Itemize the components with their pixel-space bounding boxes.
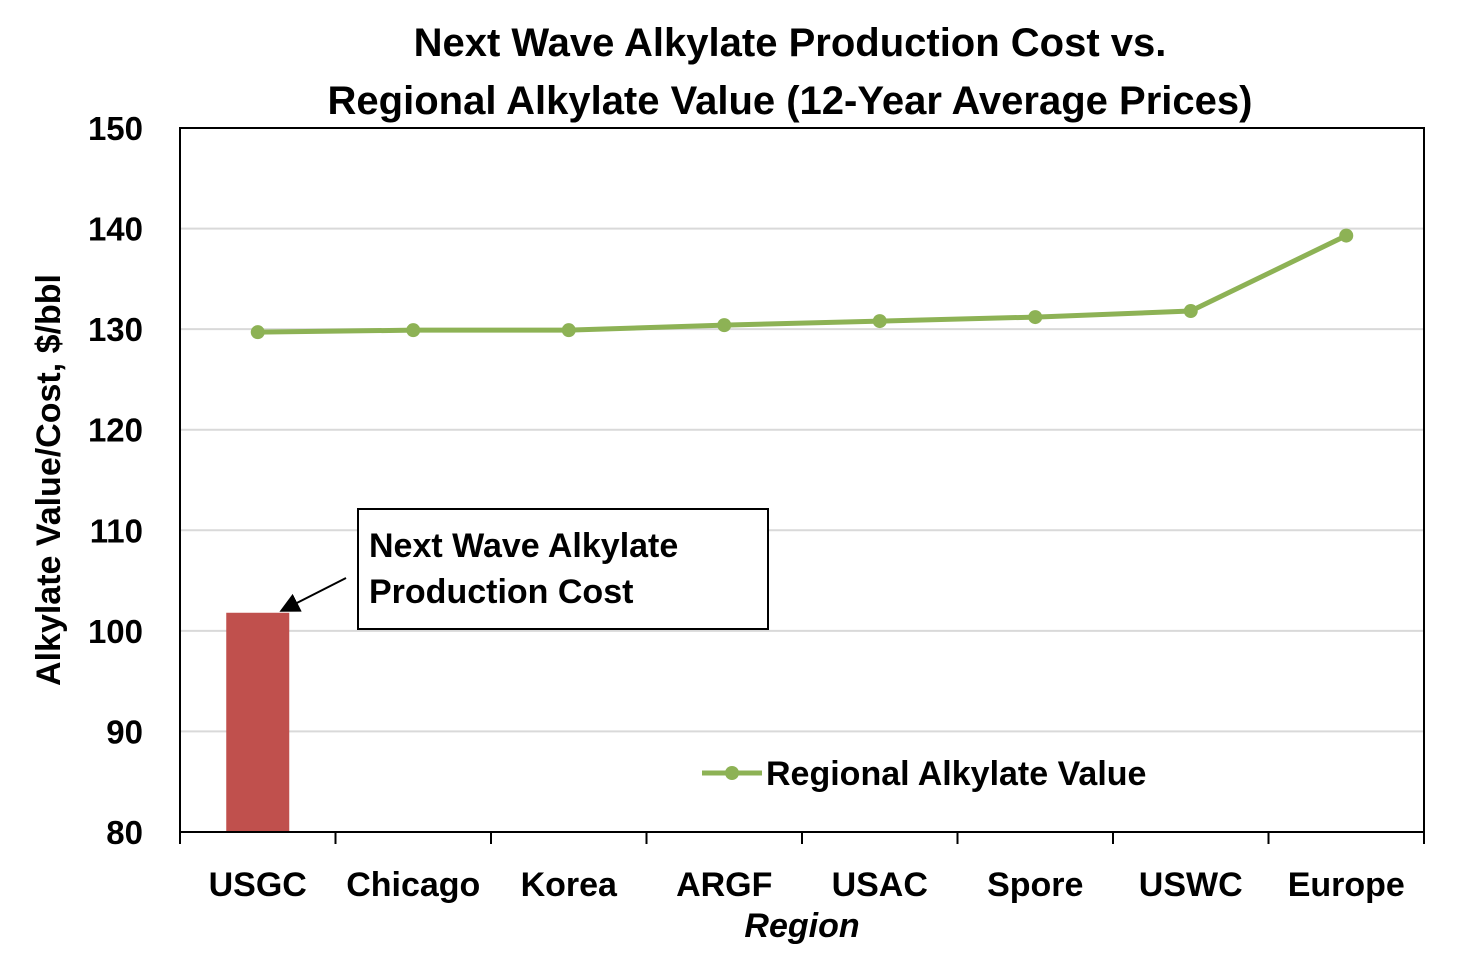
y-tick-label: 150 — [88, 110, 143, 147]
x-tick-label: Korea — [521, 866, 618, 904]
chart-title-line2: Regional Alkylate Value (12-Year Average… — [328, 79, 1253, 123]
x-tick-label: Europe — [1288, 866, 1405, 904]
data-point-korea — [562, 323, 576, 337]
chart: Next Wave Alkylate Production Cost vs. R… — [0, 0, 1465, 973]
y-tick-label: 120 — [88, 412, 143, 449]
data-point-uswc — [1184, 304, 1198, 318]
y-tick-label: 130 — [88, 311, 143, 348]
x-tick-label: USWC — [1139, 866, 1243, 904]
y-axis-label: Alkylate Value/Cost, $/bbl — [30, 274, 68, 686]
x-axis-label: Region — [744, 907, 859, 945]
x-tick-label: Chicago — [346, 866, 480, 904]
bar-usgc — [226, 613, 289, 832]
gridlines — [180, 229, 1424, 732]
x-tick-label: Spore — [987, 866, 1083, 904]
data-point-argf — [717, 318, 731, 332]
data-point-usgc — [251, 325, 265, 339]
data-point-spore — [1028, 310, 1042, 324]
line-series — [251, 229, 1354, 340]
x-tick-label: ARGF — [676, 866, 772, 904]
legend-marker — [725, 766, 739, 780]
y-tick-label: 110 — [90, 512, 143, 549]
data-point-usac — [873, 314, 887, 328]
annotation-callout: Next Wave Alkylate Production Cost — [283, 509, 768, 629]
y-tick-label: 90 — [106, 713, 143, 750]
annotation-arrow — [283, 578, 346, 610]
chart-title-line1: Next Wave Alkylate Production Cost vs. — [414, 21, 1167, 65]
series-line — [258, 236, 1347, 333]
bar-series — [226, 613, 289, 832]
plot-area-border — [180, 128, 1424, 832]
data-point-europe — [1339, 229, 1353, 243]
y-axis-ticks: 80 90 100 110 120 130 140 150 — [88, 110, 143, 851]
y-tick-label: 140 — [88, 211, 143, 248]
x-tick-label: USAC — [832, 866, 928, 904]
y-tick-label: 100 — [88, 613, 143, 650]
y-tick-label: 80 — [106, 814, 143, 851]
data-point-chicago — [406, 323, 420, 337]
x-axis-ticks: USGC Chicago Korea ARGF USAC Spore USWC Europe — [180, 832, 1424, 904]
annotation-text-line2: Production Cost — [369, 573, 633, 611]
annotation-text-line1: Next Wave Alkylate — [369, 527, 678, 565]
x-tick-label: USGC — [209, 866, 307, 904]
legend: Regional Alkylate Value — [702, 755, 1146, 793]
legend-label: Regional Alkylate Value — [766, 755, 1146, 793]
